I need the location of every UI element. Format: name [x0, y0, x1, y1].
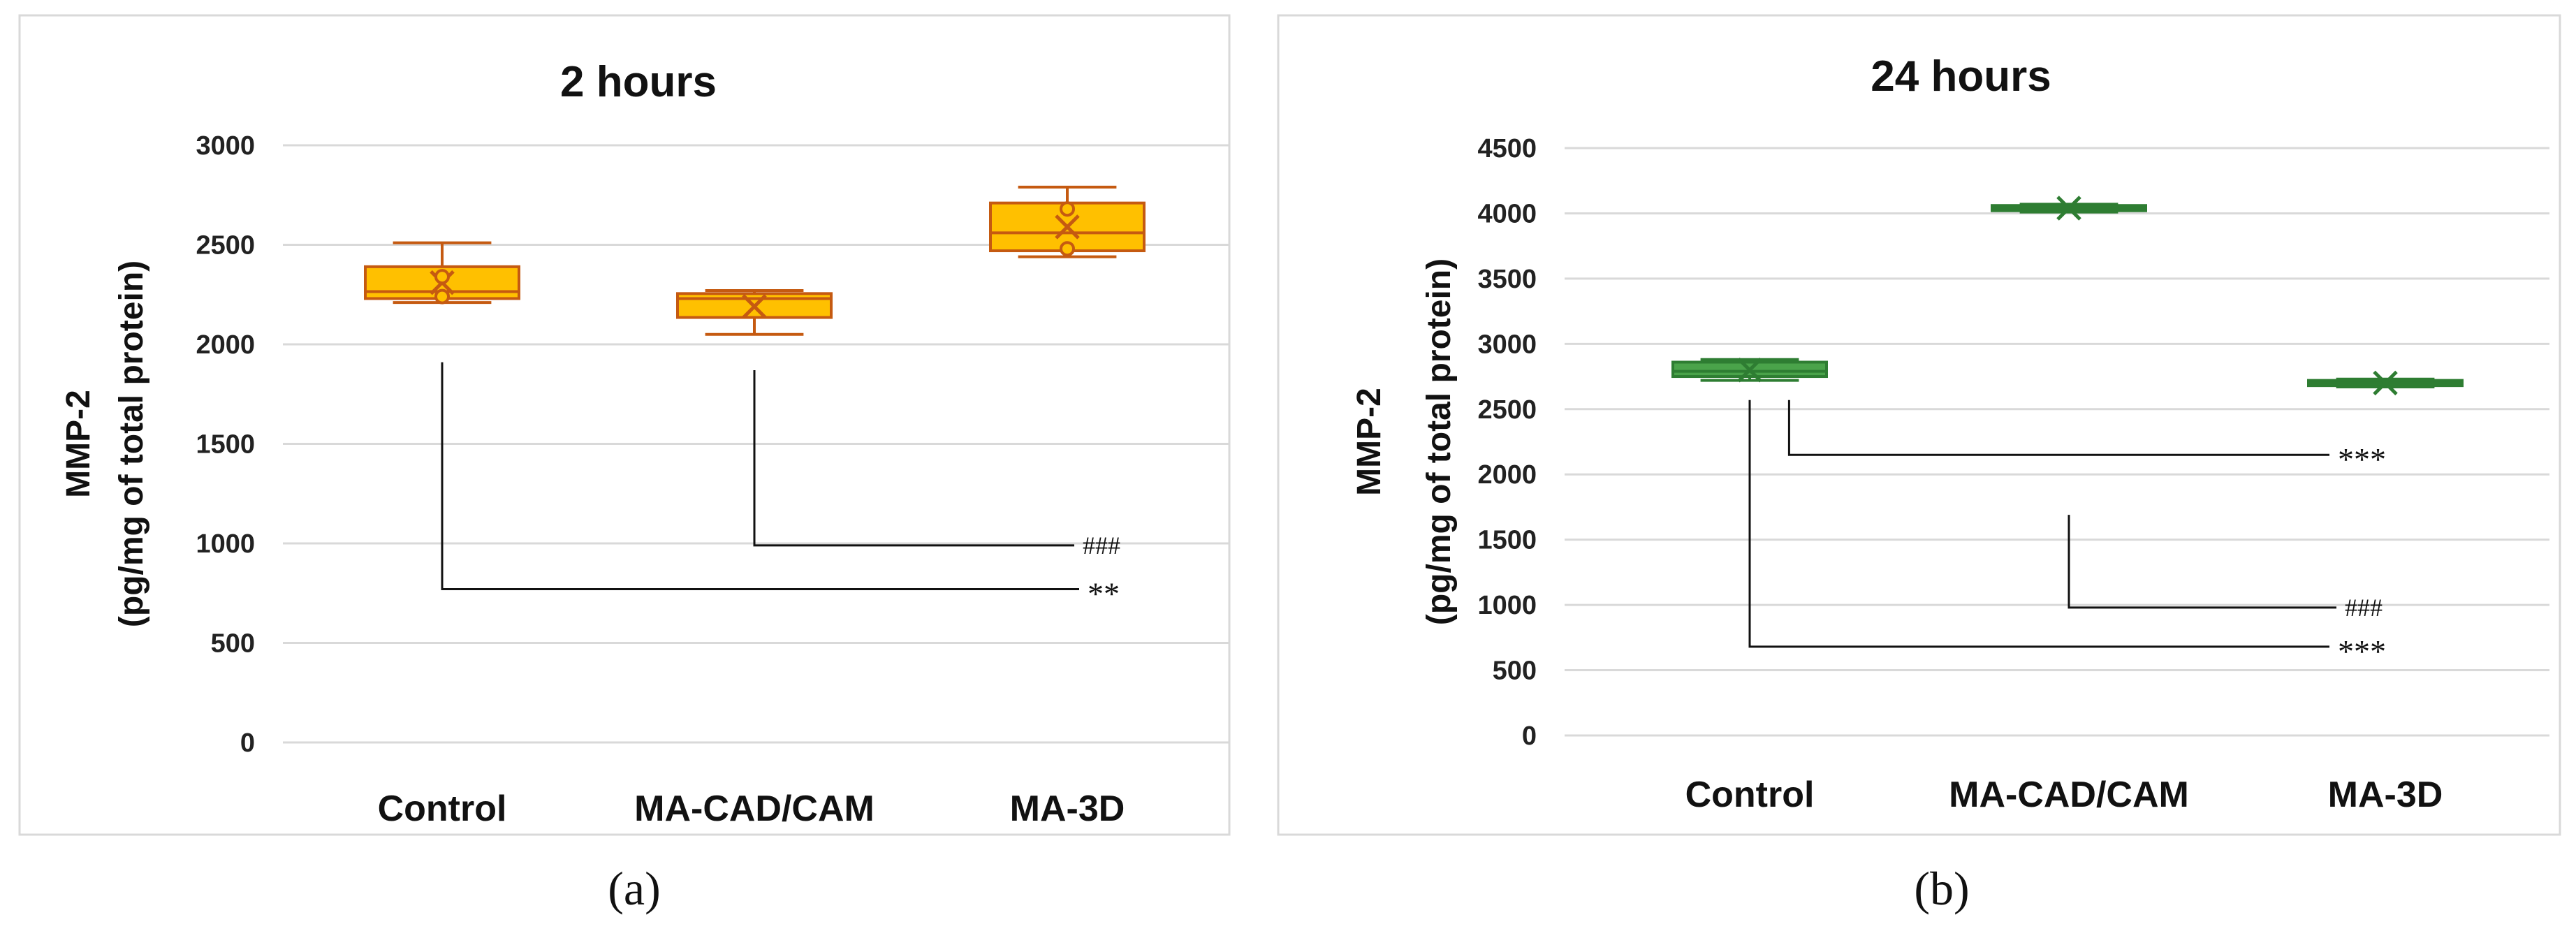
x-category-label: MA-CAD/CAM: [1949, 775, 2189, 815]
panel-frame: [1277, 14, 2561, 836]
y-tick-label: 3000: [196, 131, 255, 161]
box-control: [364, 241, 520, 305]
panel-b-24-hours: 0 500 1000 1500 2000 2500 3000 3500 4000 4500 24 h…: [1277, 14, 2561, 915]
x-category-label: MA-3D: [2328, 775, 2443, 815]
y-tick-label: 2500: [1477, 395, 1537, 425]
data-point: [434, 288, 450, 305]
box-ma-3d: [989, 185, 1146, 258]
bracket-line: [1748, 400, 2329, 648]
significance-bracket: ###: [753, 370, 1120, 559]
panel-caption: (a): [608, 862, 660, 915]
mean-marker: [2056, 196, 2081, 221]
chart-title: 24 hours: [1871, 52, 2051, 101]
y-tick-label: 500: [1493, 657, 1537, 686]
significance-label: ***: [2338, 441, 2386, 477]
y-tick-label: 4500: [1477, 134, 1537, 163]
y-axis-label: (pg/mg of total protein): [1421, 258, 1458, 625]
y-axis-label: (pg/mg of total protein): [113, 261, 150, 627]
y-tick-label: 0: [1522, 721, 1537, 751]
box-ma-cad-cam: [1991, 196, 2147, 221]
data-point: [1060, 201, 1075, 217]
y-tick-label: 1000: [1477, 591, 1537, 620]
x-category-label: MA-CAD/CAM: [634, 789, 874, 829]
significance-bracket: ###: [2068, 515, 2383, 622]
y-tick-label: 2000: [196, 330, 255, 360]
panel-a-2-hours: 0 500 1000 1500 2000 2500 3000 2 hours MMP-2 (pg/…: [18, 14, 1231, 915]
x-category-label: Control: [1685, 775, 1815, 815]
y-tick-label: 1500: [1477, 526, 1537, 555]
y-tick-label: 1000: [196, 529, 255, 559]
x-category-label: Control: [378, 789, 507, 829]
box-ma-3d: [2307, 370, 2464, 396]
mean-marker: [1737, 357, 1762, 383]
y-axis-label: MMP-2: [1351, 388, 1388, 496]
bracket-line: [441, 362, 1079, 591]
bracket-line: [1787, 400, 2329, 456]
y-tick-label: 2000: [1477, 460, 1537, 490]
mean-marker: [2373, 370, 2398, 396]
y-tick-label: 3000: [1477, 330, 1537, 359]
x-category-label: MA-3D: [1010, 789, 1125, 829]
bracket-line: [753, 370, 1074, 547]
y-tick-label: 0: [240, 728, 255, 758]
y-tick-label: 1500: [196, 430, 255, 460]
box-ma-cad-cam: [676, 289, 833, 336]
chart-title: 2 hours: [560, 58, 717, 106]
mean-marker: [742, 294, 767, 319]
y-tick-label: 3500: [1477, 265, 1537, 294]
significance-label: ###: [2345, 594, 2383, 622]
y-tick-label: 500: [211, 629, 255, 659]
y-axis-label: MMP-2: [60, 390, 97, 498]
significance-bracket: ***: [1748, 400, 2386, 669]
significance-bracket: **: [441, 362, 1120, 612]
significance-label: **: [1088, 576, 1120, 612]
significance-label: ###: [1083, 532, 1120, 559]
mean-marker: [1055, 214, 1080, 240]
data-point: [1060, 241, 1075, 257]
y-tick-label: 4000: [1477, 199, 1537, 228]
panel-frame: [18, 14, 1231, 836]
significance-bracket: ***: [1787, 400, 2386, 477]
box-control: [1671, 357, 1828, 383]
y-tick-label: 2500: [196, 231, 255, 261]
bracket-line: [2068, 515, 2336, 609]
significance-label: ***: [2338, 633, 2386, 669]
data-point: [434, 269, 450, 285]
panel-caption: (b): [1914, 862, 1969, 915]
